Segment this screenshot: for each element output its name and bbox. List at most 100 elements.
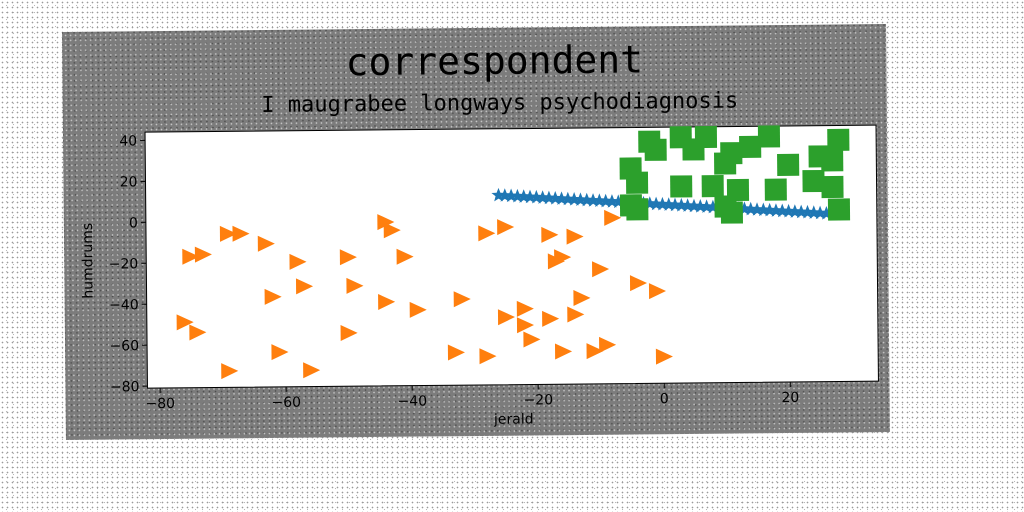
series-1-point-1 [194,246,212,263]
series-1-point-2 [219,225,237,242]
series-2-point-10 [827,128,850,151]
series-2-point-25 [827,198,851,221]
series-0-point-25 [649,196,664,211]
series-0-point-13 [573,192,588,207]
x-tick-label: −60 [271,395,301,411]
y-tick-label: −20 [109,256,139,272]
series-0-point-19 [611,194,626,209]
x-axis: −80 −60 −40 −20 0 20 [145,381,799,412]
series-0-point-2 [504,188,519,203]
series-2-point-20 [821,175,844,199]
x-tick-label: 20 [781,390,799,406]
series-1-point-29 [523,331,541,348]
series-1-point-44 [655,348,673,365]
series-1-point-6 [176,314,194,331]
series-1-point-26 [497,309,516,326]
series-1-point-40 [599,336,617,353]
series-1-point-17 [383,222,401,239]
series-1-point-4 [257,235,275,252]
series-2-point-8 [777,153,800,177]
series-1-point-27 [516,317,534,334]
series-0-point-14 [579,192,594,207]
data-marks [176,125,851,380]
series-2-point-19 [802,169,825,193]
series-1-point-37 [573,290,591,307]
series-0-point-51 [813,205,828,220]
series-1-point-11 [271,344,289,361]
x-tick-label: −40 [397,393,427,409]
series-0-point-5 [522,189,538,204]
series-0-point-1 [497,188,512,202]
x-axis-label: jerald [493,411,534,427]
y-tick-label: −80 [110,379,140,395]
series-1-point-39 [592,261,610,278]
x-tick-label: −20 [523,392,553,408]
scatter-chart: correspondent I maugrabee longways psych… [80,37,879,428]
series-1-point-18 [396,248,414,265]
series-1-point-9 [264,288,282,305]
series-2-point-16 [714,152,737,175]
y-axis: 40 20 0 −20 −40 −60 −80 [109,133,148,395]
series-0-point-0 [491,187,506,202]
series-2-point-6 [739,135,762,158]
series-1-point-30 [541,226,559,243]
series-1-point-43 [648,283,667,300]
series-1-point-38 [586,343,604,360]
series-2-point-14 [670,175,693,198]
series-0-point-42 [756,202,771,217]
series-1-point-42 [629,275,648,292]
y-tick-label: 0 [129,215,138,231]
series-1-point-21 [447,344,465,361]
series-1-point-31 [542,310,560,327]
y-tick-label: −60 [109,338,139,354]
series-2-point-4 [682,138,705,161]
series-1-point-13 [339,249,357,266]
figure: correspondent I maugrabee longways psych… [62,24,890,440]
series-0-point-15 [585,193,601,207]
series-2-point-18 [764,178,787,201]
series-2-point-13 [625,171,649,194]
series-0-point-32 [693,199,708,213]
series-1-point-5 [289,253,307,270]
series-0-point-4 [516,189,531,203]
series-2-point-1 [644,138,667,161]
series-1-point-33 [554,249,572,266]
series-1-point-7 [189,324,207,341]
series-1-point-19 [378,293,396,310]
series-1-point-20 [409,301,427,318]
series-1-point-16 [377,214,395,231]
series-1-point-41 [604,209,622,226]
series-2-point-15 [701,175,724,198]
series-0-point-26 [655,196,670,211]
series-0-point-17 [598,193,613,208]
x-tick-label: 0 [660,391,669,407]
series-2-point-24 [720,201,743,224]
series-0-point-18 [604,194,620,208]
series-1-point-0 [182,248,200,265]
x-tick-label: −80 [145,396,175,412]
series-1-point-22 [453,291,471,308]
y-tick-label: 40 [119,133,137,149]
series-2-point-22 [626,198,649,221]
plot-area [144,124,879,389]
series-2-point-7 [757,125,781,148]
series-1-point-36 [567,306,585,323]
y-tick-label: −40 [109,297,139,313]
series-2-point-11 [821,149,844,172]
y-axis-label: humdrums [80,223,97,299]
series-1-point-34 [554,343,573,360]
series-0-point-3 [510,188,525,203]
series-1-point-35 [566,228,584,245]
chart-title: correspondent [345,37,643,84]
y-tick-label: 20 [120,174,138,190]
chart-subtitle: I maugrabee longways psychodiagnosis [261,88,738,118]
series-1-point-24 [479,348,497,365]
series-1-point-28 [516,300,534,317]
series-1-point-25 [497,219,515,236]
series-0-point-52 [819,206,834,220]
series-1-point-23 [478,225,496,242]
series-1-point-3 [232,225,250,242]
series-1-point-10 [295,278,314,295]
series-0-point-16 [592,193,607,208]
series-0-point-33 [699,199,714,213]
